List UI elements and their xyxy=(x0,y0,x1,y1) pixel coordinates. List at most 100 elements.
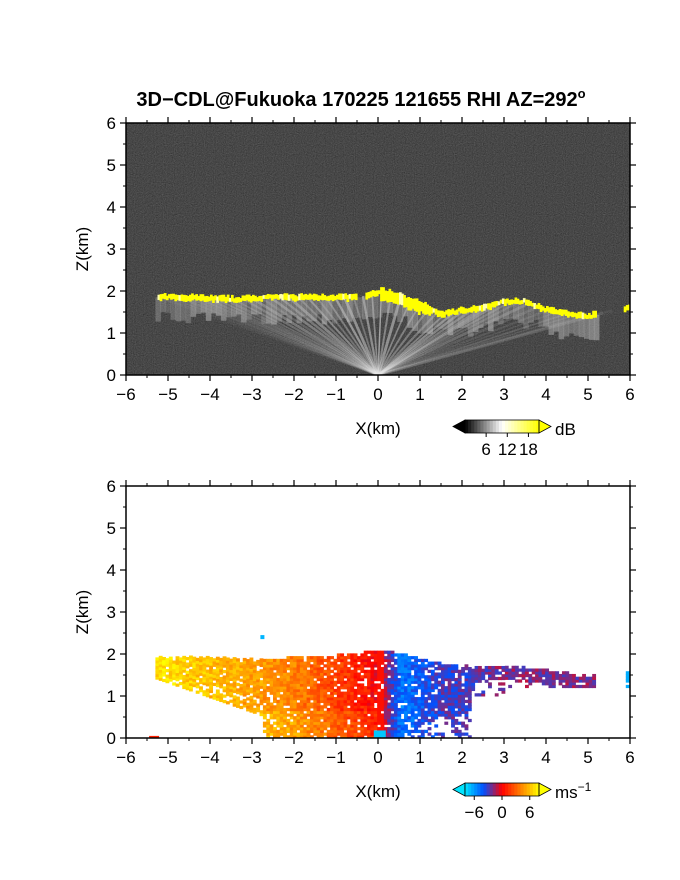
velocity-cell xyxy=(367,680,371,684)
velocity-cell xyxy=(444,672,449,676)
velocity-cell xyxy=(205,664,210,668)
velocity-cell xyxy=(511,673,516,678)
velocity-cell xyxy=(189,660,193,665)
velocity-cell xyxy=(175,678,180,682)
velocity-cell xyxy=(209,673,214,677)
velocity-cell xyxy=(283,699,287,704)
velocity-cell xyxy=(383,732,388,736)
velocity-cell xyxy=(400,669,405,673)
velocity-cell xyxy=(259,682,264,687)
velocity-cell xyxy=(420,718,425,723)
velocity-cell xyxy=(212,674,217,678)
velocity-cell xyxy=(441,732,445,736)
velocity-cell xyxy=(393,732,398,736)
velocity-colorbar-swatch xyxy=(468,783,472,796)
velocity-cell xyxy=(306,702,311,706)
velocity-cell xyxy=(199,658,203,663)
velocity-cell xyxy=(441,713,445,717)
velocity-cell xyxy=(414,661,418,665)
velocity-cell xyxy=(185,657,190,661)
velocity-cell xyxy=(262,707,267,712)
velocity-cell xyxy=(427,691,432,695)
velocity-cell xyxy=(299,721,304,725)
velocity-cell xyxy=(387,669,392,673)
velocity-cell xyxy=(296,721,301,725)
velocity-cell xyxy=(343,675,348,679)
velocity-cell xyxy=(178,673,183,678)
velocity-cell xyxy=(178,671,183,675)
velocity-cell xyxy=(434,661,439,665)
velocity-cell xyxy=(336,667,341,671)
velocity-cell xyxy=(309,658,314,663)
velocity-cell xyxy=(367,732,371,736)
velocity-cell xyxy=(346,656,351,660)
velocity-cell xyxy=(299,699,304,704)
velocity-cell xyxy=(451,718,455,723)
velocity-cell xyxy=(259,671,264,676)
velocity-colorbar-swatch xyxy=(480,783,484,796)
velocity-cell xyxy=(474,676,479,681)
velocity-colorbar-swatch xyxy=(489,783,494,796)
velocity-cell xyxy=(454,664,459,668)
velocity-cell xyxy=(232,662,237,666)
reflectivity-echo-cell xyxy=(405,297,408,308)
velocity-cell xyxy=(387,661,392,665)
velocity-cell xyxy=(299,729,304,734)
velocity-cell xyxy=(572,676,576,680)
velocity-cell xyxy=(373,686,378,690)
velocity-cell xyxy=(367,716,371,720)
reflectivity-echo-cell xyxy=(281,294,285,301)
velocity-cell xyxy=(175,661,180,665)
velocity-cell xyxy=(424,697,429,701)
velocity-cell xyxy=(387,727,392,731)
velocity-cell xyxy=(195,674,200,678)
velocity-cell xyxy=(330,705,334,709)
velocity-cell xyxy=(390,686,395,690)
velocity-cell xyxy=(232,665,237,669)
velocity-ylabel: Z(km) xyxy=(73,590,92,634)
reflectivity-beam xyxy=(214,297,379,375)
velocity-cell xyxy=(178,681,183,686)
velocity-cell xyxy=(202,679,207,683)
velocity-cell xyxy=(252,677,257,682)
velocity-cell xyxy=(545,673,550,678)
velocity-cell xyxy=(283,697,287,701)
velocity-cell xyxy=(434,677,439,682)
velocity-cell xyxy=(256,678,261,683)
velocity-cell xyxy=(283,677,287,682)
velocity-cell xyxy=(363,713,368,717)
velocity-cell xyxy=(346,735,351,738)
velocity-cell xyxy=(296,664,301,668)
velocity-cell xyxy=(424,699,429,704)
velocity-cell xyxy=(414,705,418,709)
velocity-colorbar-swatch xyxy=(535,783,540,796)
velocity-cell xyxy=(508,684,513,689)
velocity-cell xyxy=(316,735,321,738)
velocity-cell xyxy=(363,718,368,723)
velocity-cell xyxy=(464,688,469,693)
velocity-cell xyxy=(262,667,267,671)
velocity-cell xyxy=(256,703,261,707)
velocity-cell xyxy=(333,721,338,725)
velocity-cell xyxy=(400,680,405,684)
velocity-cell xyxy=(336,702,341,706)
velocity-cell xyxy=(410,680,415,684)
velocity-cell xyxy=(320,721,324,725)
velocity-cell xyxy=(269,732,274,736)
velocity-cell xyxy=(377,672,382,676)
velocity-cell xyxy=(202,673,207,678)
velocity-cell xyxy=(360,694,365,698)
velocity-cell xyxy=(303,697,308,701)
velocity-cell xyxy=(464,713,469,717)
velocity-cell xyxy=(434,672,439,676)
velocity-cell xyxy=(296,683,301,687)
velocity-cell xyxy=(350,683,355,687)
velocity-cell xyxy=(340,680,345,684)
velocity-cell xyxy=(424,691,429,695)
velocity-cell xyxy=(273,727,277,731)
velocity-cell xyxy=(330,686,334,690)
reflectivity-echo-cell xyxy=(315,294,318,301)
velocity-cell xyxy=(424,705,429,709)
velocity-cell xyxy=(273,658,277,663)
velocity-cell xyxy=(451,697,455,701)
